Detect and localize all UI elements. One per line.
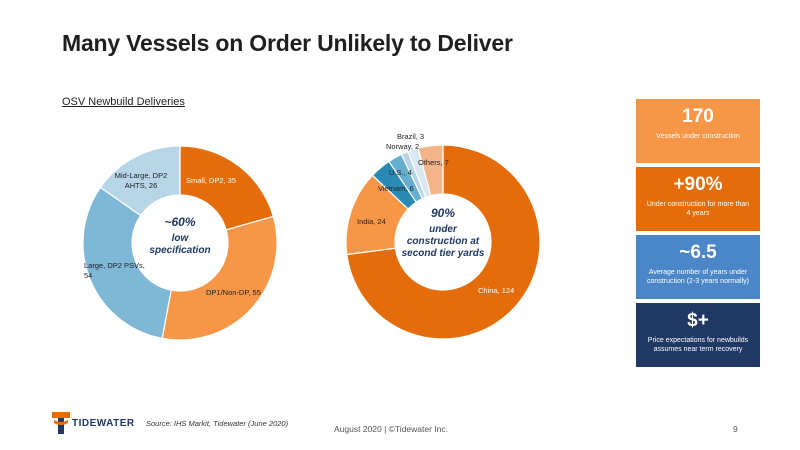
donut-chart-specification: Small, DP2, 35 DP1/Non-DP, 55 Large, DP2 P… <box>82 145 278 341</box>
slice-label: Brazil, 3 <box>397 132 424 141</box>
donut-slice <box>99 145 181 217</box>
stat-caption: Price expectations for newbuilds assumes… <box>647 337 749 353</box>
donut-center-text: 90% under construction at second tier yards <box>402 206 485 259</box>
stat-caption: Under construction for more than 4 years <box>646 201 750 217</box>
stats-panel: 170 Vessels under construction +90% Unde… <box>636 99 760 371</box>
slice-label: Small, DP2, 35 <box>186 176 236 185</box>
slice-label: Mid-Large, DP2 AHTS, 26 <box>115 171 168 190</box>
donut-slice <box>179 145 275 231</box>
stat-box-years: ~6.5 Average number of years under const… <box>636 235 760 299</box>
stat-value: ~6.5 <box>679 242 717 263</box>
slice-label: Others, 7 <box>418 158 449 167</box>
donut-slice <box>417 144 444 197</box>
slice-label: DP1/Non-DP, 55 <box>206 288 261 297</box>
stat-value: +90% <box>673 174 723 195</box>
chart-subtitle: OSV Newbuild Deliveries <box>62 96 185 108</box>
stat-caption: Vessels under construction <box>656 133 740 140</box>
donut-slice <box>82 186 172 340</box>
stat-box-vessels: 170 Vessels under construction <box>636 99 760 163</box>
slice-label: Vietnam, 6 <box>378 184 414 193</box>
footer-copyright: August 2020 | ©Tidewater Inc. <box>334 424 448 434</box>
logo-text: TIDEWATER <box>72 418 135 429</box>
page-number: 9 <box>733 424 738 434</box>
stat-box-price: $+ Price expectations for newbuilds assu… <box>636 303 760 367</box>
stat-value: 170 <box>682 106 714 127</box>
stat-box-duration: +90% Under construction for more than 4 … <box>636 167 760 231</box>
slice-label: China, 124 <box>478 286 514 295</box>
page-title: Many Vessels on Order Unlikely to Delive… <box>62 30 513 56</box>
donut-slice <box>161 215 278 341</box>
slice-label: India, 24 <box>357 217 386 226</box>
donut-slice <box>346 144 541 340</box>
stat-caption: Average number of years under constructi… <box>647 269 749 285</box>
slice-label: U.S., 4 <box>389 168 412 177</box>
slice-label: Norway, 2 <box>386 142 419 151</box>
donut-center-text: ~60% low specification <box>149 215 210 256</box>
tidewater-logo-icon <box>52 412 70 434</box>
stat-value: $+ <box>687 310 709 331</box>
donut-chart-yards: China, 124 India, 24 Vietnam, 6 U.S., 4 Norw… <box>345 132 541 340</box>
slice-label: Large, DP2 PSVs, 54 <box>84 261 145 280</box>
source-note: Source: IHS Markit, Tidewater (June 2020… <box>146 419 289 428</box>
